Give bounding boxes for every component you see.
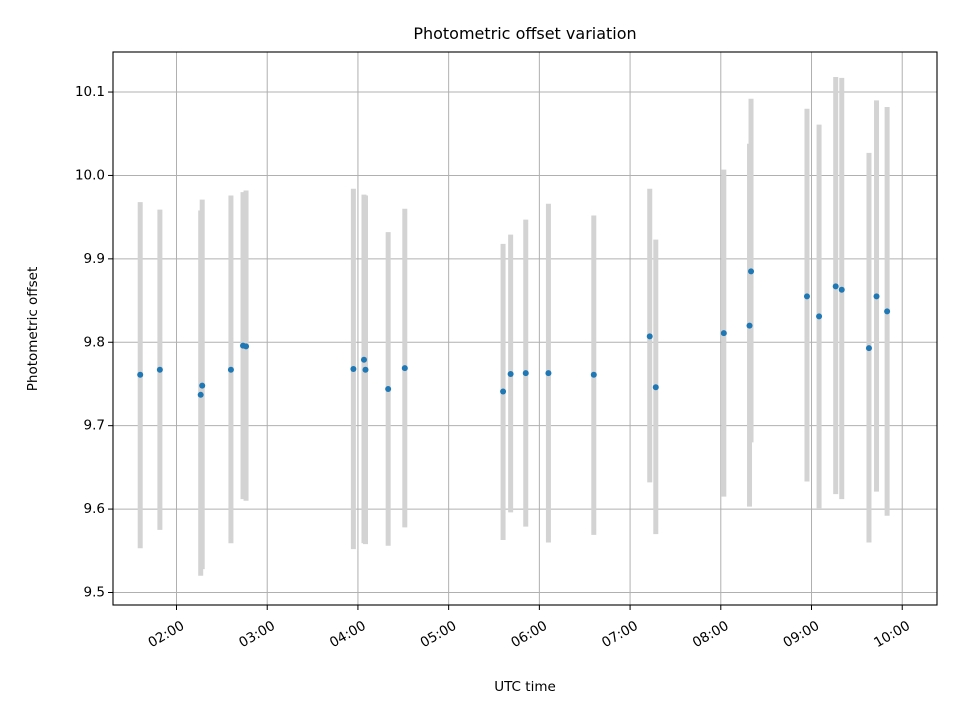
data-point xyxy=(500,388,507,395)
data-point xyxy=(720,330,727,337)
data-point xyxy=(746,322,753,329)
y-tick-label: 9.7 xyxy=(84,418,105,434)
x-tick-label: 03:00 xyxy=(236,618,278,651)
data-point xyxy=(362,366,369,373)
errorbar-layer xyxy=(137,77,890,576)
data-point xyxy=(748,268,755,275)
data-point xyxy=(884,308,891,315)
y-tick-label: 9.6 xyxy=(84,501,105,517)
data-point xyxy=(137,371,144,378)
data-point xyxy=(360,356,367,363)
y-tick-label: 10.0 xyxy=(75,167,105,183)
data-point xyxy=(199,382,206,389)
data-point xyxy=(507,370,514,377)
data-point xyxy=(401,365,408,372)
x-axis-label: UTC time xyxy=(494,679,556,695)
y-tick-label: 9.5 xyxy=(84,584,105,600)
x-tick-label: 05:00 xyxy=(418,618,460,651)
data-point xyxy=(865,345,872,352)
data-point xyxy=(873,293,880,300)
data-point xyxy=(227,366,234,373)
y-tick-label: 9.9 xyxy=(84,251,105,267)
x-tick-label: 07:00 xyxy=(599,618,641,651)
data-point xyxy=(832,283,839,290)
data-point xyxy=(646,333,653,340)
x-tick-label: 10:00 xyxy=(871,618,913,651)
data-point xyxy=(652,384,659,391)
x-tick-label: 04:00 xyxy=(327,618,369,651)
y-tick-label: 10.1 xyxy=(75,84,105,100)
data-point xyxy=(243,343,250,350)
y-axis-label: Photometric offset xyxy=(25,267,41,391)
data-point xyxy=(803,293,810,300)
x-tick-label: 06:00 xyxy=(508,618,550,651)
chart-title: Photometric offset variation xyxy=(413,24,636,43)
data-point xyxy=(350,365,357,372)
data-point xyxy=(590,371,597,378)
marker-layer xyxy=(137,268,891,398)
data-point xyxy=(545,370,552,377)
data-point xyxy=(522,370,529,377)
x-tick-label: 09:00 xyxy=(781,618,823,651)
data-point xyxy=(156,366,163,373)
data-point xyxy=(816,313,823,320)
plot-frame xyxy=(112,51,938,606)
data-point xyxy=(385,385,392,392)
x-tick-label: 08:00 xyxy=(690,618,732,651)
data-point xyxy=(838,286,845,293)
data-point xyxy=(197,391,204,398)
x-tick-label: 02:00 xyxy=(146,618,188,651)
y-tick-label: 9.8 xyxy=(84,334,105,350)
